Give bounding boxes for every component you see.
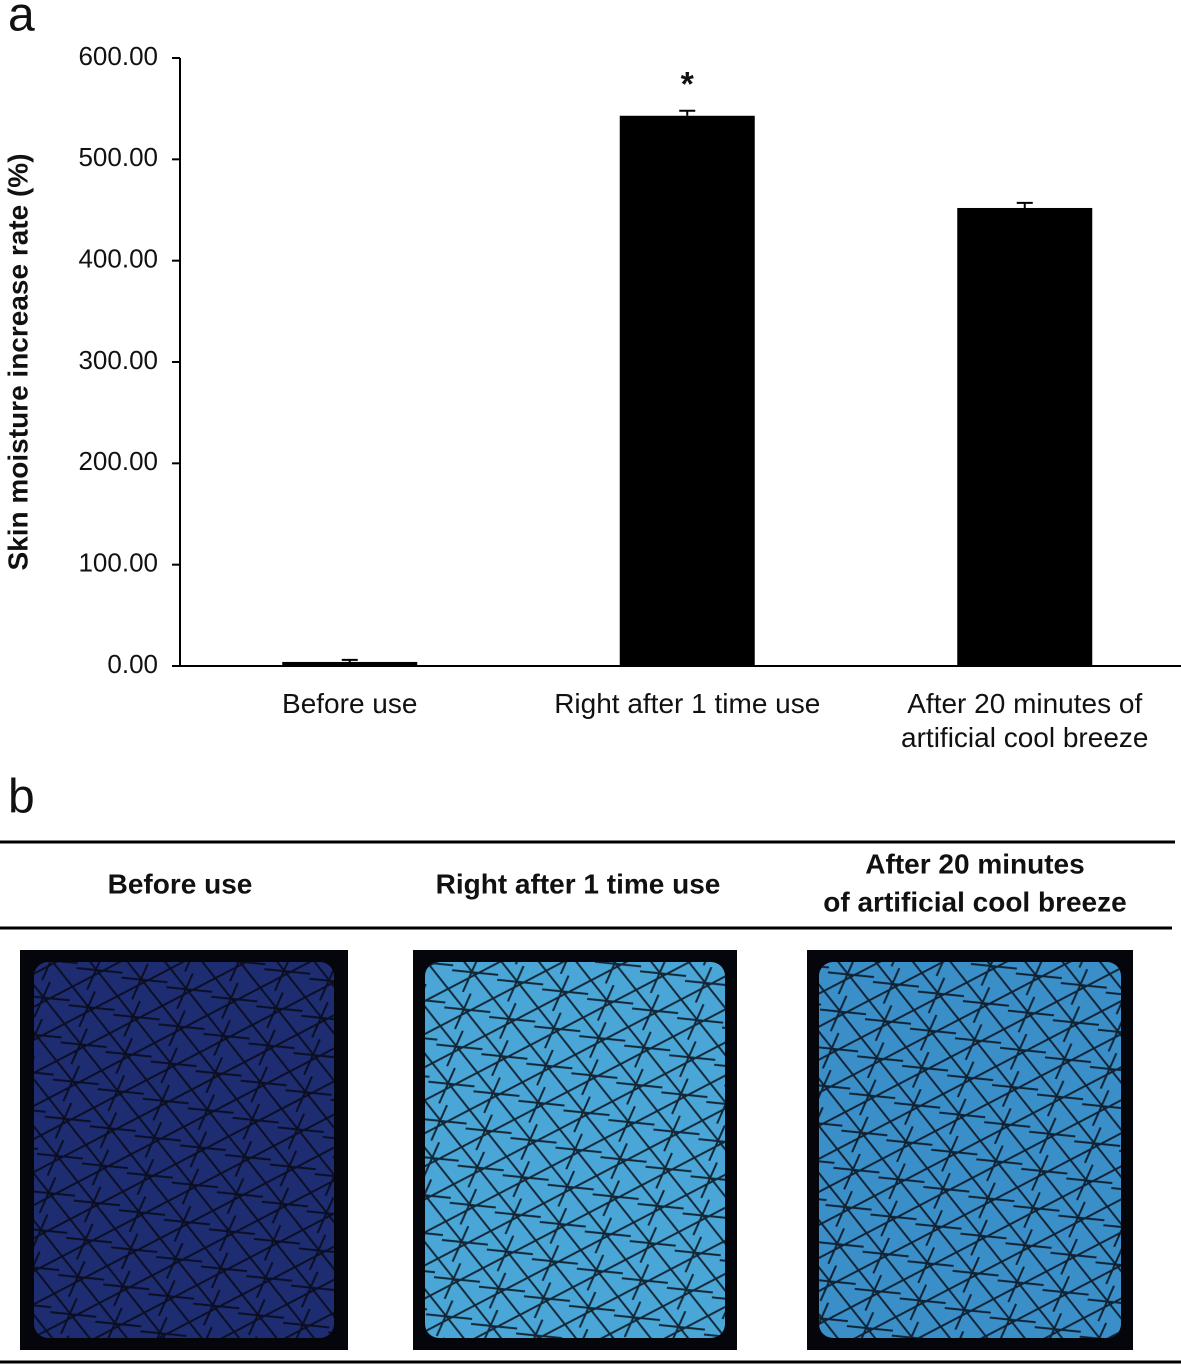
skin-image — [807, 950, 1133, 1350]
y-tick-label: 200.00 — [78, 446, 158, 476]
y-tick-label: 400.00 — [78, 244, 158, 274]
y-tick-label: 0.00 — [107, 649, 158, 679]
column-header: of artificial cool breeze — [823, 886, 1126, 917]
y-tick-label: 100.00 — [78, 548, 158, 578]
bar — [619, 115, 755, 666]
skin-image — [20, 950, 348, 1350]
column-header: Right after 1 time use — [436, 868, 721, 899]
x-tick-label: Before use — [282, 688, 418, 719]
skin-image — [413, 950, 737, 1350]
panel-label: a — [8, 0, 35, 42]
column-header: After 20 minutes — [865, 848, 1084, 879]
bar — [957, 207, 1093, 666]
bar — [282, 661, 418, 666]
y-tick-label: 300.00 — [78, 345, 158, 375]
x-tick-label: After 20 minutes of artificial cool bree… — [901, 688, 1149, 753]
x-tick-label: Right after 1 time use — [554, 688, 821, 719]
annotation: * — [681, 66, 695, 104]
error-bar — [341, 658, 358, 662]
y-tick-label: 600.00 — [78, 41, 158, 71]
panel-label: b — [8, 771, 35, 824]
error-bar — [679, 109, 696, 116]
y-axis-label: Skin moisture increase rate (%) — [2, 153, 33, 570]
column-header: Before use — [108, 868, 253, 899]
error-bar — [1016, 201, 1033, 208]
y-tick-label: 500.00 — [78, 142, 158, 172]
